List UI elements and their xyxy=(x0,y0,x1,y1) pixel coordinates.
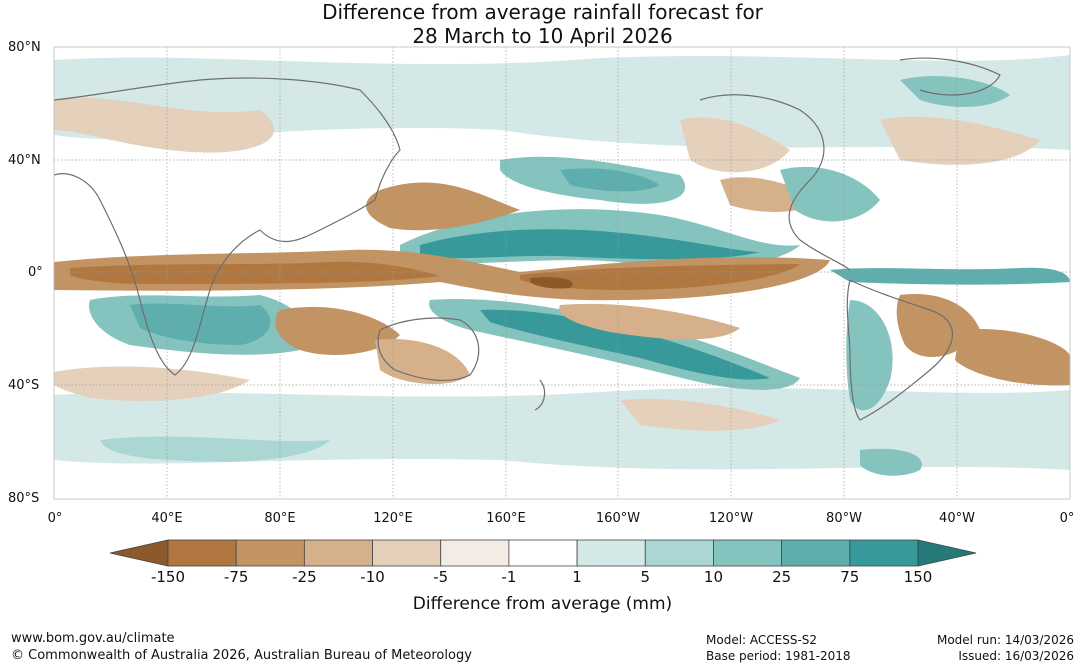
lat-label-40s: 40°S xyxy=(8,378,40,393)
lat-label-80s: 80°S xyxy=(8,491,40,506)
lat-label-80n: 80°N xyxy=(8,40,41,55)
coastlines xyxy=(54,57,1001,421)
map-field xyxy=(54,47,1070,499)
colorbar-swatch xyxy=(508,539,578,567)
colorbar-extend-low xyxy=(109,539,169,567)
colorbar-tick-label: 25 xyxy=(772,568,792,586)
footer-model-run: Model run: 14/03/2026 xyxy=(936,633,1074,647)
colorbar-swatch xyxy=(713,539,783,567)
lat-label-40n: 40°N xyxy=(8,153,41,168)
colorbar-tick-label: -1 xyxy=(501,568,517,586)
colorbar-swatch xyxy=(781,539,851,567)
lon-label-80w: 80°W xyxy=(826,511,862,526)
lon-label-120e: 120°E xyxy=(373,511,413,526)
footer-base-period: Base period: 1981-2018 xyxy=(706,649,851,663)
colorbar-tick-label: 150 xyxy=(903,568,933,586)
colorbar-tick-label: 1 xyxy=(572,568,582,586)
colorbar-title: Difference from average (mm) xyxy=(412,594,673,614)
lon-label-160e: 160°E xyxy=(486,511,526,526)
lon-label-0-east-edge: 0° xyxy=(1059,511,1075,526)
colorbar-swatches xyxy=(109,539,977,567)
colorbar-extend-high xyxy=(917,539,977,567)
map-title-line2: 28 March to 10 April 2026 xyxy=(412,24,673,48)
colorbar-tick-label: -25 xyxy=(292,568,317,586)
lon-label-0-west-edge: 0° xyxy=(47,511,63,526)
lon-label-120w: 120°W xyxy=(708,511,754,526)
footer-issued: Issued: 16/03/2026 xyxy=(958,649,1074,663)
colorbar-tick-label: 10 xyxy=(703,568,723,586)
colorbar-swatch xyxy=(849,539,919,567)
colorbar-tick-label: -5 xyxy=(433,568,449,586)
colorbar-swatch xyxy=(440,539,510,567)
colorbar-swatch xyxy=(576,539,646,567)
colorbar-tick-label: 5 xyxy=(640,568,651,586)
colorbar-swatch xyxy=(644,539,714,567)
lon-label-40w: 40°W xyxy=(939,511,975,526)
gridlines xyxy=(54,47,1070,499)
colorbar-tick-label: -10 xyxy=(360,568,385,586)
lat-label-equator: 0° xyxy=(28,265,43,280)
lon-label-160w: 160°W xyxy=(595,511,641,526)
colorbar-tick-label: 75 xyxy=(840,568,860,586)
map-title-line1: Difference from average rainfall forecas… xyxy=(322,0,763,24)
colorbar-tick-label: -150 xyxy=(150,568,186,586)
footer-model: Model: ACCESS-S2 xyxy=(706,633,818,647)
colorbar-swatch xyxy=(167,539,237,567)
colorbar-swatch xyxy=(235,539,305,567)
colorbar-swatch xyxy=(372,539,442,567)
lon-label-40e: 40°E xyxy=(151,511,183,526)
lon-label-80e: 80°E xyxy=(264,511,296,526)
map-frame xyxy=(53,46,1071,500)
map-title: Difference from average rainfall forecas… xyxy=(0,0,1085,48)
colorbar-swatch xyxy=(303,539,373,567)
colorbar-tick-label: -75 xyxy=(223,568,249,586)
footer-copyright: © Commonwealth of Australia 2026, Austra… xyxy=(11,648,472,663)
footer-url: www.bom.gov.au/climate xyxy=(11,631,175,646)
